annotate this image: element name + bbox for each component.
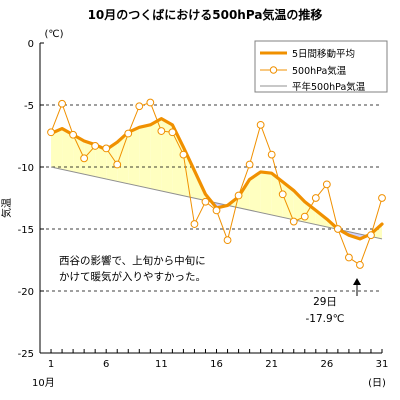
y-tick-label: -10: [18, 163, 34, 174]
daily-temperature-point: [212, 206, 221, 215]
min-arrow-head: [353, 278, 361, 285]
daily-temperature-point: [190, 220, 199, 228]
warm-anomaly-fill: [249, 171, 261, 213]
warm-anomaly-fill: [161, 118, 173, 194]
x-tick-label: 16: [210, 359, 223, 370]
daily-temperature-point: [69, 130, 77, 139]
legend-label-moving-average: 5日間移動平均: [292, 48, 355, 60]
y-tick-label: -15: [18, 225, 34, 236]
min-day-label: 29日: [313, 296, 337, 308]
daily-temperature-point: [113, 160, 122, 169]
y-tick-label: -5: [24, 101, 34, 112]
daily-temperature-point: [146, 98, 155, 107]
daily-temperature-point: [289, 217, 298, 226]
daily-temperature-point: [322, 180, 331, 189]
warm-anomaly-fill: [84, 140, 96, 177]
daily-temperature-point: [91, 142, 100, 150]
comment-line-2: かけて暖気が入りやすかった。: [59, 270, 206, 283]
y-tick-label: -20: [18, 287, 34, 298]
daily-temperature-point: [102, 144, 111, 153]
daily-temperature-point: [378, 194, 386, 202]
daily-temperature-point: [256, 120, 265, 129]
daily-temperature-point: [367, 231, 375, 240]
daily-temperature-point: [124, 129, 133, 138]
daily-temperature-point: [47, 128, 55, 137]
normal-line: [50, 166, 383, 240]
y-tick-label: 0: [28, 39, 34, 50]
warm-anomaly-fill: [260, 171, 272, 215]
warm-anomaly-fill: [128, 127, 140, 187]
warm-anomaly-fill: [183, 147, 195, 199]
daily-temperature-point: [223, 236, 232, 245]
daily-temperature-point: [300, 212, 309, 221]
warm-anomaly-fill: [95, 144, 107, 179]
daily-temperature-point: [135, 102, 144, 111]
x-tick-label: 11: [155, 359, 168, 370]
min-value-label: -17.9℃: [306, 313, 345, 325]
x-tick-label: 21: [265, 359, 278, 370]
plot-area: 0-5-10-15-20-251 6 11 16 21 26 31: [18, 39, 389, 370]
daily-temperature-point: [245, 160, 254, 169]
warm-anomaly-fill: [150, 118, 162, 191]
legend-label-daily: 500hPa気温: [292, 65, 347, 77]
daily-temperature-point: [267, 150, 276, 159]
legend: 5日間移動平均 500hPa気温 平年500hPa気温: [254, 40, 388, 93]
warm-anomaly-fill: [73, 134, 85, 175]
daily-temperature-point: [58, 99, 66, 108]
x-tick-label: 1: [48, 359, 54, 370]
x-tick-label: 26: [320, 359, 333, 370]
daily-temperature-point: [234, 191, 243, 200]
legend-box: [254, 40, 388, 93]
comment-line-1: 西谷の影響で、上旬から中旬に: [59, 254, 206, 267]
x-unit-label: (日): [368, 378, 386, 389]
warm-anomaly-fill: [238, 179, 250, 211]
warm-anomaly-fill: [51, 128, 63, 170]
daily-temperature-point: [345, 253, 353, 262]
x-tick-label: 31: [376, 359, 389, 370]
daily-temperature-point: [356, 261, 364, 269]
daily-temperature-point: [157, 127, 166, 135]
x-month-label: 10月: [32, 377, 55, 389]
daily-temperature-point: [333, 225, 342, 233]
daily-temperature-point: [311, 194, 320, 202]
warm-anomaly-fill: [117, 132, 129, 184]
warm-anomaly-fill: [282, 181, 294, 220]
daily-temperature-point: [179, 150, 188, 159]
y-unit-label: (℃): [44, 29, 63, 40]
warm-anomaly-fill: [139, 124, 151, 189]
chart-title: 10月のつくばにおける500hPa気温の推移: [88, 7, 323, 22]
daily-temperature-point: [80, 154, 89, 163]
legend-marker-daily: [269, 66, 278, 74]
y-axis-label: 気温: [0, 198, 13, 218]
y-tick-label: -25: [18, 349, 34, 360]
legend-label-normal: 平年500hPa気温: [292, 81, 366, 93]
x-tick-label: 6: [103, 359, 109, 370]
daily-temperature-point: [278, 190, 287, 199]
daily-temperature-point: [168, 128, 177, 137]
warm-anomaly-fill: [62, 128, 74, 172]
daily-temperature-point: [201, 197, 210, 206]
